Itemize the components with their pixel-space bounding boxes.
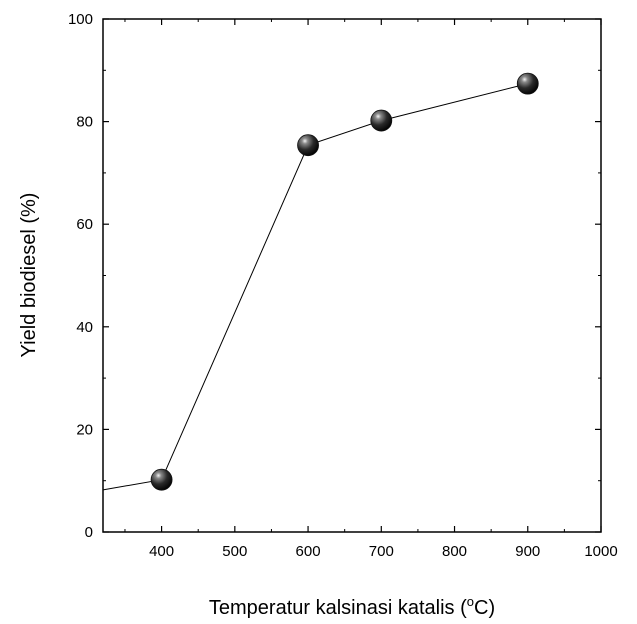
y-tick-label: 100 — [68, 11, 93, 28]
data-point — [297, 134, 319, 157]
y-tick-label: 40 — [76, 319, 93, 336]
series-group — [102, 72, 539, 491]
x-tick-label: 700 — [369, 543, 394, 560]
y-axis-title: Yield biodiesel (%) — [18, 193, 40, 358]
data-point — [370, 109, 393, 132]
x-axis-ticks: 400 500 600 700 800 900 1000 — [124, 19, 618, 560]
y-tick-label: 0 — [85, 524, 93, 541]
data-point — [150, 468, 173, 491]
y-tick-label: 60 — [76, 216, 93, 233]
y-tick-label: 80 — [76, 114, 93, 131]
x-tick-label: 600 — [296, 543, 321, 560]
y-axis-ticks: 0 20 40 60 80 100 — [68, 11, 601, 541]
x-tick-label: 400 — [149, 543, 174, 560]
x-tick-label: 500 — [222, 543, 247, 560]
plot-frame — [102, 18, 602, 533]
data-point — [516, 72, 539, 95]
x-tick-label: 900 — [515, 543, 540, 560]
x-axis-title: Temperatur kalsinasi katalis (oC) — [209, 594, 495, 619]
x-tick-label: 800 — [442, 543, 467, 560]
x-tick-label: 1000 — [584, 543, 617, 560]
y-tick-label: 20 — [76, 421, 93, 438]
